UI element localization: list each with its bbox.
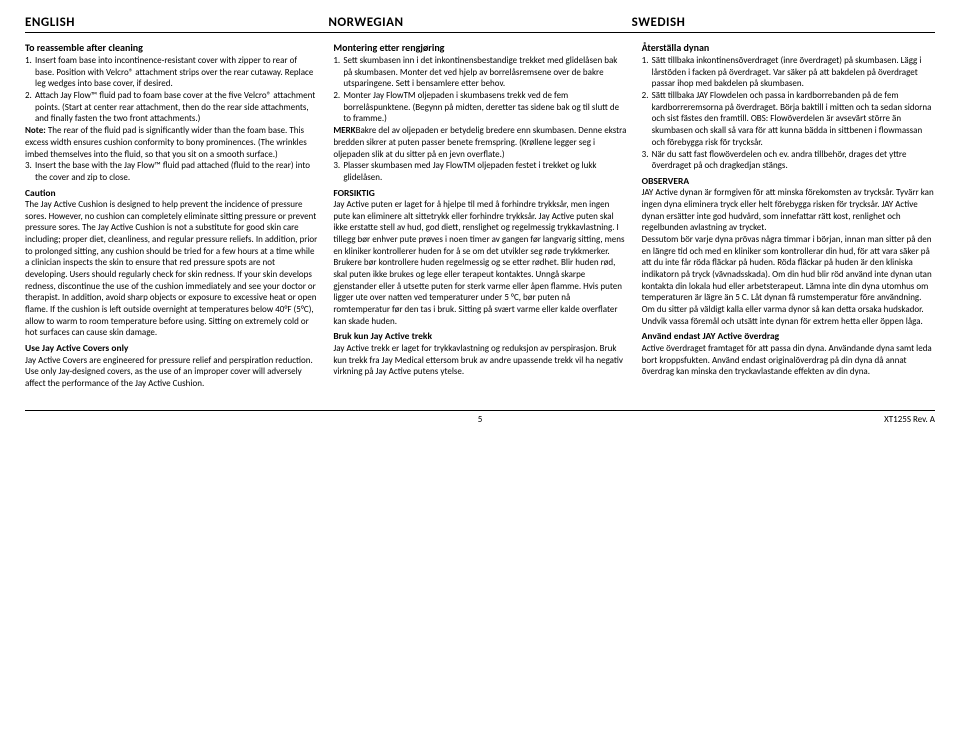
sv-observera-text: JAY Active dynan är formgiven för att mi…	[642, 187, 935, 234]
no-step-2: 2.Monter Jay FlowTM oljepaden i skumbase…	[333, 90, 626, 125]
norwegian-column: Montering etter rengjøring 1.Sett skumba…	[333, 41, 626, 390]
en-title: To reassemble after cleaning	[25, 41, 318, 54]
no-bruk-title: Bruk kun Jay Active trekk	[333, 330, 626, 342]
en-note: Note: The rear of the fluid pad is signi…	[25, 125, 318, 160]
no-forsiktig-title: FORSIKTIG	[333, 187, 626, 199]
en-step-2: 2.Attach Jay Flow™ fluid pad to foam bas…	[25, 90, 318, 125]
swedish-column: Återställa dynan 1.Sätt tillbaka inkonti…	[642, 41, 935, 390]
content-columns: To reassemble after cleaning 1.Insert fo…	[25, 41, 935, 390]
english-column: To reassemble after cleaning 1.Insert fo…	[25, 41, 318, 390]
no-forsiktig-text-2: Brukere bør kontrollere huden regelmessi…	[333, 257, 626, 327]
sv-title: Återställa dynan	[642, 41, 935, 54]
language-headers: ENGLISH NORWEGIAN SWEDISH	[25, 15, 935, 33]
en-caution-title: Caution	[25, 187, 318, 199]
no-merk: MERKBakre del av oljepaden er betydelig …	[333, 125, 626, 160]
header-norwegian: NORWEGIAN	[328, 15, 631, 30]
sv-observera-text-2: Dessutom bör varje dyna prövas några tim…	[642, 234, 935, 328]
sv-step-2: 2.Sätt tillbaka JAY Flowdelen och passa …	[642, 90, 935, 148]
en-caution-text: The Jay Active Cushion is designed to he…	[25, 199, 318, 339]
revision-label: XT125S Rev. A	[884, 414, 935, 425]
header-english: ENGLISH	[25, 15, 328, 30]
sv-step-1: 1.Sätt tillbaka inkontinensöverdraget (i…	[642, 55, 935, 90]
no-title: Montering etter rengjøring	[333, 41, 626, 54]
sv-anvand-text: Active överdraget framtaget för att pass…	[642, 343, 935, 378]
no-step-3: 3.Plasser skumbasen med Jay FlowTM oljep…	[333, 160, 626, 183]
page-number: 5	[478, 414, 483, 425]
no-step-1: 1.Sett skumbasen inn i det inkontinensbe…	[333, 55, 626, 90]
en-covers-text: Jay Active Covers are engineered for pre…	[25, 355, 318, 390]
en-step-3: 3.Insert the base with the Jay Flow™ flu…	[25, 160, 318, 183]
sv-observera-title: OBSERVERA	[642, 175, 935, 187]
no-bruk-text: Jay Active trekk er laget for trykkavlas…	[333, 343, 626, 378]
sv-anvand-title: Använd endast JAY Active överdrag	[642, 330, 935, 342]
page-footer: 5 XT125S Rev. A	[25, 410, 935, 425]
sv-step-3: 3.När du satt fast flowöverdelen och ev.…	[642, 149, 935, 172]
header-swedish: SWEDISH	[632, 15, 935, 30]
no-forsiktig-text: Jay Active puten er laget for å hjelpe t…	[333, 199, 626, 257]
en-step-1: 1.Insert foam base into incontinence-res…	[25, 55, 318, 90]
en-covers-title: Use Jay Active Covers only	[25, 342, 318, 354]
